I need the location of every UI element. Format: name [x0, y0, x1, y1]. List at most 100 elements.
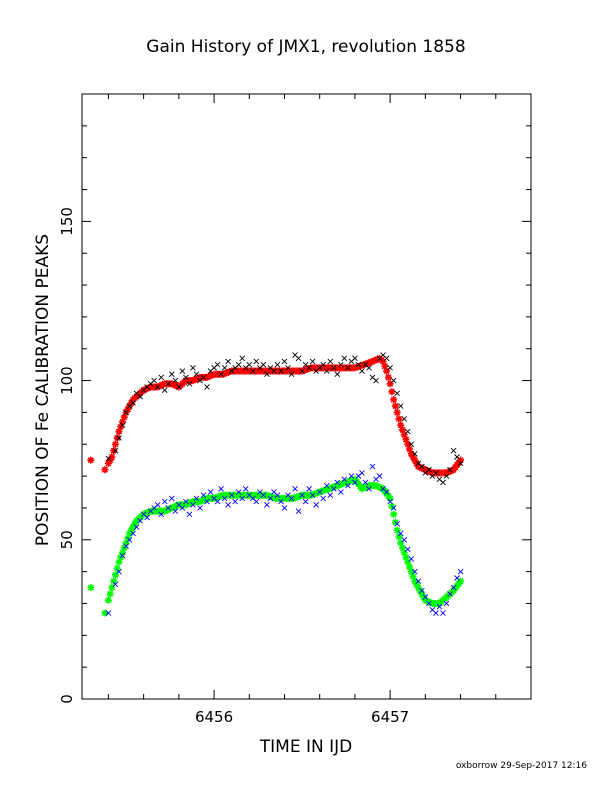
upper-fit-point: [386, 380, 394, 388]
lower-fit-point: [113, 564, 121, 572]
lower-raw-point: [419, 587, 425, 594]
lower-raw-point: [168, 495, 175, 502]
lower-raw-point: [112, 581, 119, 588]
x-tick-label: 6456: [195, 708, 233, 726]
lower-raw-point: [144, 514, 150, 521]
lower-raw-point: [387, 498, 393, 505]
lower-raw-point: [457, 568, 464, 575]
lower-raw-point: [338, 489, 344, 495]
lower-fit-point: [395, 533, 403, 541]
upper-raw-point: [105, 455, 112, 462]
y-axis-label: POSITION OF Fe CALIBRATION PEAKS: [33, 234, 53, 546]
upper-raw-point: [264, 371, 270, 378]
lower-fit-point: [400, 549, 408, 557]
lower-raw-point: [204, 498, 210, 505]
upper-fit-point: [390, 396, 398, 404]
upper-raw-point: [330, 365, 337, 371]
upper-raw-point: [218, 371, 224, 378]
upper-fit-point: [409, 453, 417, 461]
lower-raw-point: [366, 486, 372, 492]
lower-fit-point: [411, 577, 419, 585]
x-tick-label: 6457: [371, 708, 409, 726]
lower-raw-point: [281, 505, 288, 511]
lower-raw-point: [190, 501, 196, 508]
lower-raw-point: [450, 584, 457, 591]
upper-fit-point: [115, 428, 123, 436]
upper-raw-point: [137, 393, 143, 400]
lower-raw-point: [383, 489, 390, 495]
lower-fit-point: [101, 609, 109, 617]
lower-raw-point: [232, 498, 239, 505]
lower-raw-point: [133, 524, 140, 530]
upper-raw-point: [411, 450, 418, 457]
lower-fit-point: [118, 549, 126, 557]
lower-raw-point: [137, 517, 143, 524]
lower-raw-point: [330, 486, 337, 492]
y-tick-label: 100: [58, 366, 76, 395]
upper-raw-point: [383, 355, 390, 362]
upper-fit-point: [411, 456, 419, 464]
lower-raw-point: [172, 508, 179, 514]
lower-raw-point: [119, 552, 126, 559]
lower-raw-point: [394, 521, 400, 527]
upper-raw-point: [158, 374, 165, 381]
lower-raw-point: [433, 610, 439, 616]
lower-raw-point: [440, 610, 446, 616]
upper-raw-point: [457, 460, 464, 467]
upper-raw-point: [288, 371, 295, 378]
lower-fit-point: [418, 590, 426, 598]
upper-raw-point: [366, 365, 372, 371]
lower-raw-point: [397, 530, 404, 537]
upper-raw-point: [309, 358, 316, 365]
lower-raw-point: [436, 603, 443, 610]
lower-raw-point: [345, 482, 351, 489]
upper-raw-point: [352, 355, 358, 362]
lower-raw-point: [225, 501, 231, 508]
lower-raw-point: [295, 508, 302, 514]
lower-fit-point: [129, 523, 137, 531]
upper-raw-point: [151, 377, 158, 384]
upper-raw-point: [440, 479, 446, 486]
lower-raw-point: [126, 536, 133, 543]
lower-fit-point: [409, 572, 417, 580]
lower-fit-point: [108, 584, 116, 592]
upper-raw-point: [271, 368, 277, 374]
lower-fit-point: [390, 510, 398, 518]
lower-raw-point: [299, 492, 305, 499]
lower-raw-point: [214, 498, 221, 505]
upper-raw-point: [119, 422, 126, 428]
y-tick-label: 150: [58, 207, 76, 236]
lower-fit-point: [126, 529, 134, 537]
lower-raw-point: [341, 476, 348, 483]
lower-fit-point: [402, 553, 410, 561]
upper-raw-point: [359, 368, 365, 374]
upper-raw-series: [105, 352, 464, 486]
lower-raw-series: [105, 463, 464, 616]
upper-raw-point: [225, 358, 231, 365]
upper-raw-point: [281, 358, 288, 365]
lower-fit-point: [457, 577, 465, 585]
lower-fit-point: [127, 526, 135, 534]
upper-raw-point: [154, 384, 161, 390]
lower-raw-point: [309, 492, 316, 499]
upper-raw-point: [387, 365, 393, 371]
lower-fit-point: [414, 584, 422, 592]
upper-fit-point: [108, 453, 116, 461]
upper-fit-point: [113, 434, 121, 442]
lower-fit-point: [106, 590, 114, 598]
lower-raw-point: [404, 546, 411, 553]
lower-raw-point: [415, 578, 422, 585]
lower-raw-point: [359, 470, 365, 476]
lower-raw-point: [334, 479, 341, 486]
upper-raw-point: [338, 361, 344, 368]
lower-raw-point: [179, 505, 186, 511]
lower-raw-point: [197, 505, 203, 511]
lower-raw-point: [105, 610, 112, 616]
upper-raw-point: [419, 463, 425, 470]
upper-raw-point: [323, 368, 330, 374]
upper-raw-point: [394, 390, 400, 397]
lower-raw-point: [302, 498, 309, 505]
lower-raw-point: [390, 505, 397, 511]
